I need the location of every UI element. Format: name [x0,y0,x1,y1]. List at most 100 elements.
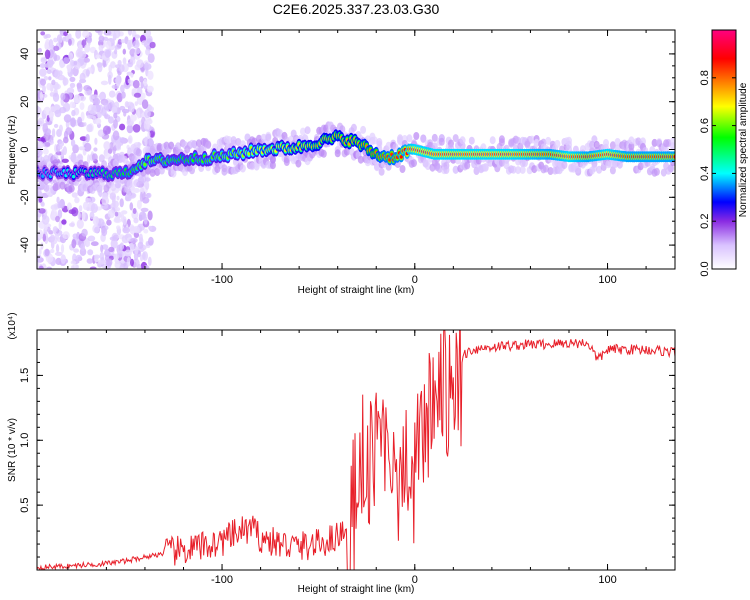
spectrogram-noise-cell [81,228,88,237]
spectrogram-y-tick-label: -20 [19,189,31,205]
spectrogram-noise-cell [68,222,75,227]
spectrogram-halo-cell [37,153,43,162]
spectrogram-noise-cell [105,258,113,267]
spectrogram-noise-cell [134,47,141,55]
snr-y-tick-label: 1.5 [19,368,31,383]
spectrogram-noise-cell [101,227,108,237]
spectrogram-noise-cell [120,84,125,93]
spectrogram-noise-cell [75,254,82,261]
spectrogram-noise-cell [119,198,124,208]
spectrogram-noise-cell [129,202,134,211]
spectrogram-noise-cell [142,251,149,261]
spectrogram-noise-cell [89,211,95,220]
spectrogram-halo-cell [438,137,445,146]
spectrogram-noise-cell [94,118,102,125]
spectrogram-halo-cell [68,184,75,193]
spectrogram-noise-cell [73,248,79,253]
spectrogram-halo-cell [131,155,138,164]
colorbar-label: Normalized spectral amplitude [738,82,749,217]
spectrogram-heatmap [37,30,675,269]
spectrogram-y-tick-label: 20 [19,96,31,108]
spectrogram-halo-cell [221,167,228,176]
spectrogram-noise-cell [122,227,130,234]
spectrogram-noise-cell [134,245,139,255]
spectrogram-noise-cell [39,63,46,69]
spectrogram-noise-cell [146,192,152,198]
spectrogram-noise-cell [86,36,93,44]
spectrogram-halo-cell [392,143,399,152]
spectrogram-noise-cell [61,158,69,163]
spectrogram-halo-cell [112,159,119,168]
spectrogram-halo-cell [43,154,50,163]
spectrogram-noise-cell [108,90,116,98]
spectrogram-halo-cell [374,163,380,172]
spectrogram-noise-cell [53,45,60,51]
spectrogram-noise-cell [143,229,149,234]
spectrogram-noise-cell [48,45,54,50]
spectrogram-halo-cell [443,166,450,174]
spectrogram-noise-cell [115,76,121,87]
snr-y-scale-label: (x10⁴) [7,312,18,339]
snr-y-tick-label: 1.0 [19,433,31,448]
spectrogram-halo-cell [515,166,522,175]
spectrogram-noise-cell [55,215,60,223]
spectrogram-noise-cell [66,202,72,212]
spectrogram-halo-cell [300,127,306,136]
spectrogram-ridge-core [72,174,76,179]
spectrogram-noise-cell [137,241,144,249]
spectrogram-noise-cell [46,69,52,74]
snr-panel: -100 0 100 0.5 1.0 1.5 Height of straight lin… [7,312,676,595]
spectrogram-noise-cell [51,79,56,86]
spectrogram-noise-cell [49,234,56,242]
colorbar: 0.0 0.2 0.4 0.6 0.8 Normalized spectral ampl… [699,29,749,277]
spectrogram-noise-cell [61,219,67,225]
spectrogram-noise-cell [131,88,138,93]
snr-ticks: -100 0 100 0.5 1.0 1.5 [19,330,675,586]
spectrogram-noise-cell [113,30,121,39]
spectrogram-noise-cell [115,139,121,150]
colorbar-ticks: 0.0 0.2 0.4 0.6 0.8 [699,70,736,277]
spectrogram-noise-cell [55,257,62,265]
spectrogram-noise-cell [67,33,72,39]
spectrogram-noise-cell [82,201,89,211]
spectrogram-halo-cell [158,166,165,175]
spectrogram-noise-cell [70,260,77,265]
spectrogram-noise-cell [124,101,129,108]
spectrogram-noise-cell [59,106,67,114]
spectrogram-halo-cell [561,161,568,169]
spectrogram-noise-cell [116,250,124,258]
spectrogram-noise-cell [79,136,88,142]
spectrogram-halo-cell [431,142,438,151]
spectrogram-halo-cell [304,126,311,135]
spectrogram-ridge-core [399,155,403,159]
spectrogram-halo-cell [406,134,413,143]
spectrogram-halo-cell [334,149,341,158]
spectrogram-halo-cell [133,179,140,188]
spectrogram-noise-cell [87,249,94,256]
spectrogram-noise-cell [52,226,58,233]
spectrogram-halo-cell [98,154,105,163]
spectrogram-noise-cell [71,192,78,198]
spectrogram-noise-cell [124,249,132,257]
spectrogram-halo-cell [360,125,367,134]
spectrogram-noise-cell [38,208,46,214]
spectrogram-halo-cell [554,139,561,148]
spectrogram-noise-cell [58,220,62,231]
spectrogram-halo-cell [431,133,438,142]
spectrogram-halo-cell [424,162,431,170]
spectrogram-halo-cell [195,139,202,148]
spectrogram-noise-cell [132,208,137,214]
spectrogram-y-tick-label: -40 [19,237,31,253]
spectrogram-noise-cell [43,34,48,39]
spectrogram-noise-cell [103,141,111,151]
spectrogram-noise-cell [130,258,134,267]
spectrogram-noise-cell [144,62,149,71]
spectrogram-halo-cell [459,141,466,150]
spectrogram-noise-cell [55,151,63,156]
spectrogram-noise-cell [70,139,76,147]
spectrogram-x-axis-label: Height of straight line (km) [298,285,415,296]
spectrogram-x-tick-label: 100 [598,274,616,286]
spectrogram-halo-cell [651,138,658,147]
spectrogram-noise-cell [85,133,90,143]
spectrogram-x-tick-label: 0 [412,274,418,286]
